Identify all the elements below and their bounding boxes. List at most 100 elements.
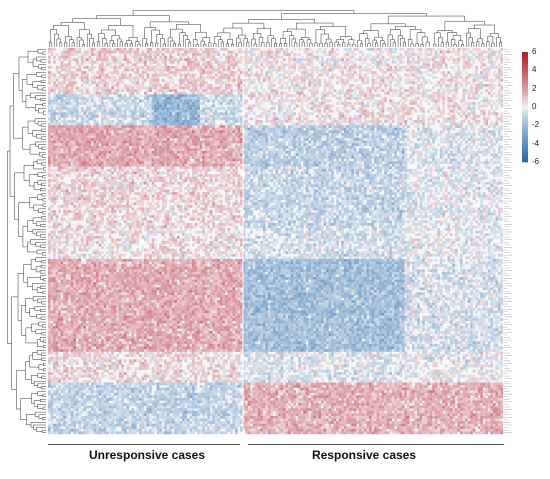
heatmap-cell [399, 115, 402, 118]
heatmap-cell [308, 58, 311, 61]
heatmap-cell [192, 61, 195, 64]
heatmap-cell [210, 53, 213, 56]
heatmap-cell [157, 128, 160, 131]
heatmap-cell [255, 123, 258, 126]
heatmap-cell [149, 123, 152, 126]
heatmap-cell [207, 74, 210, 77]
heatmap-cell [445, 63, 448, 66]
heatmap-cell [182, 107, 185, 110]
heatmap-cell [164, 120, 167, 123]
heatmap-cell [490, 130, 493, 133]
heatmap-cell [306, 125, 309, 128]
heatmap-cell [324, 79, 327, 82]
heatmap-cell [169, 69, 172, 72]
heatmap-cell [174, 94, 177, 97]
heatmap-cell [250, 51, 253, 54]
heatmap-cell [245, 92, 248, 95]
heatmap-cell [53, 92, 56, 95]
heatmap-cell [230, 102, 233, 105]
heatmap-cell [270, 120, 273, 123]
heatmap-cell [493, 63, 496, 66]
heatmap-cell [417, 115, 420, 118]
heatmap-cell [260, 115, 263, 118]
heatmap-cell [331, 130, 334, 133]
heatmap-cell [346, 110, 349, 113]
heatmap-cell [185, 112, 188, 115]
heatmap-cell [432, 107, 435, 110]
heatmap-cell [172, 48, 175, 51]
heatmap-cell [245, 130, 248, 133]
heatmap-cell [182, 138, 185, 141]
heatmap-cell [200, 112, 203, 115]
heatmap-cell [318, 81, 321, 84]
heatmap-cell [382, 79, 385, 82]
heatmap-cell [154, 61, 157, 64]
heatmap-cell [372, 56, 375, 59]
heatmap-cell [63, 135, 66, 138]
heatmap-cell [58, 117, 61, 120]
heatmap-cell [116, 92, 119, 95]
heatmap-cell [187, 125, 190, 128]
heatmap-cell [339, 79, 342, 82]
heatmap-cell [238, 84, 241, 87]
heatmap-cell [329, 61, 332, 64]
dendrogram-branch [41, 301, 46, 304]
heatmap-cell [207, 61, 210, 64]
heatmap-cell [470, 102, 473, 105]
heatmap-cell [200, 69, 203, 72]
heatmap-cell [129, 61, 132, 64]
heatmap-cell [288, 138, 291, 141]
heatmap-cell [124, 84, 127, 87]
heatmap-cell [374, 71, 377, 74]
dendrogram-branch [22, 79, 27, 101]
heatmap-cell [116, 61, 119, 64]
heatmap-cell [425, 89, 428, 92]
heatmap-cell [394, 130, 397, 133]
heatmap-cell [316, 115, 319, 118]
heatmap-cell [185, 115, 188, 118]
heatmap-cell [473, 135, 476, 138]
heatmap-cell [415, 92, 418, 95]
heatmap-cell [296, 58, 299, 61]
heatmap-cell [235, 63, 238, 66]
heatmap-cell [278, 79, 281, 82]
heatmap-cell [116, 66, 119, 69]
heatmap-cell [106, 97, 109, 100]
heatmap-cell [106, 51, 109, 54]
heatmap-cell [192, 97, 195, 100]
heatmap-cell [468, 61, 471, 64]
heatmap-cell [351, 56, 354, 59]
heatmap-cell [88, 125, 91, 128]
heatmap-cell [250, 56, 253, 59]
heatmap-cell [331, 69, 334, 72]
heatmap-cell [318, 105, 321, 108]
heatmap-cell [263, 58, 266, 61]
heatmap-cell [63, 79, 66, 82]
heatmap-cell [205, 63, 208, 66]
heatmap-cell [276, 128, 279, 131]
heatmap-cell [147, 51, 150, 54]
heatmap-cell [215, 51, 218, 54]
heatmap-cell [185, 48, 188, 51]
heatmap-cell [99, 76, 102, 79]
heatmap-cell [119, 81, 122, 84]
heatmap-cell [86, 133, 89, 136]
heatmap-cell [83, 66, 86, 69]
heatmap-cell [220, 48, 223, 51]
heatmap-cell [377, 107, 380, 110]
heatmap-cell [268, 79, 271, 82]
heatmap-cell [76, 141, 79, 144]
heatmap-cell [435, 102, 438, 105]
heatmap-cell [326, 94, 329, 97]
heatmap-cell [420, 81, 423, 84]
heatmap-cell [71, 97, 74, 100]
heatmap-cell [210, 115, 213, 118]
heatmap-cell [432, 117, 435, 120]
heatmap-cell [468, 74, 471, 77]
heatmap-cell [409, 48, 412, 51]
heatmap-cell [162, 87, 165, 90]
heatmap-cell [96, 120, 99, 123]
heatmap-cell [452, 66, 455, 69]
heatmap-cell [154, 138, 157, 141]
heatmap-cell [301, 105, 304, 108]
